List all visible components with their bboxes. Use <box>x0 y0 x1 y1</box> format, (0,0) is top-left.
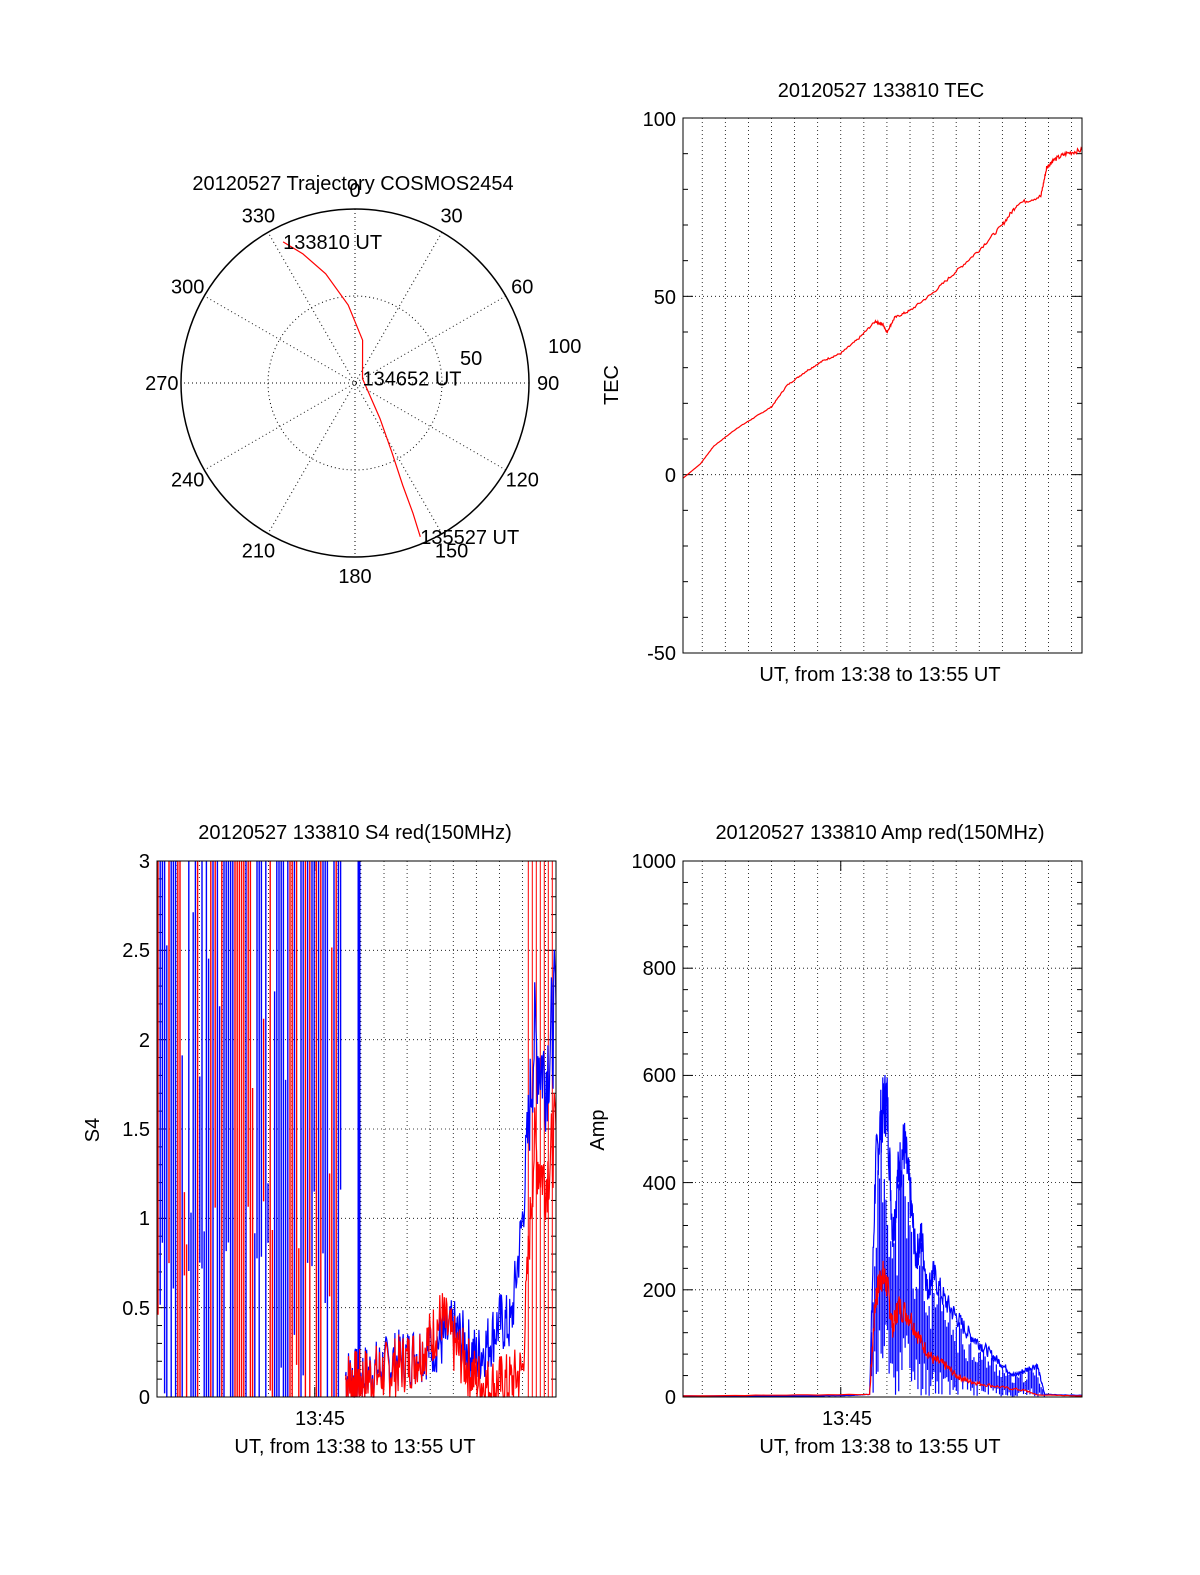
s4-xtick-label: 13:45 <box>295 1408 345 1430</box>
trajectory-line <box>282 241 421 537</box>
amp-ytick-label: 1000 <box>632 851 677 873</box>
amp-ytick-label: 400 <box>643 1173 676 1195</box>
tec-title: 20120527 133810 TEC <box>778 80 984 102</box>
tec-ytick-label: 0 <box>665 465 676 487</box>
polar-angle-label: 180 <box>338 566 371 588</box>
amp-ytick-label: 600 <box>643 1065 676 1087</box>
amp-title: 20120527 133810 Amp red(150MHz) <box>715 822 1044 844</box>
s4-title: 20120527 133810 S4 red(150MHz) <box>198 822 512 844</box>
polar-angle-label: 240 <box>171 470 204 492</box>
tec-series-line <box>682 146 1083 479</box>
trajectory-annotations: 133810 UT 134652 UT 135527 UT <box>283 232 519 549</box>
polar-angle-label: 270 <box>145 373 178 395</box>
tec-plot-frame <box>682 117 1083 654</box>
s4-ytick-label: 1 <box>139 1208 150 1230</box>
amp-ylabel: Amp <box>587 1109 609 1150</box>
amp-xlabel: UT, from 13:38 to 13:55 UT <box>759 1436 1000 1458</box>
polar-spokes <box>181 209 529 557</box>
trajectory-time-label: 133810 UT <box>283 232 382 254</box>
s4-ylabel: S4 <box>82 1118 104 1142</box>
tec-ytick-label: 100 <box>643 109 676 131</box>
s4-ytick-label: 0.5 <box>122 1298 150 1320</box>
tec-ylabel: TEC <box>601 365 623 405</box>
s4-noise-region <box>157 861 553 1397</box>
amp-series-blue-line <box>683 1074 1083 1397</box>
s4-ytick-label: 2 <box>139 1030 150 1052</box>
polar-angle-labels: 0 30 60 90 120 150 180 210 240 270 300 330 <box>145 180 559 588</box>
s4-xlabel: UT, from 13:38 to 13:55 UT <box>234 1436 475 1458</box>
s4-plot-frame <box>156 860 557 1398</box>
amp-dense-region <box>870 1124 1045 1397</box>
s4-ytick-label: 3 <box>139 851 150 873</box>
tec-ytick-label: -50 <box>647 643 676 665</box>
polar-angle-label: 90 <box>537 373 559 395</box>
polar-angle-label: 30 <box>440 206 462 228</box>
polar-angle-label: 120 <box>506 470 539 492</box>
tec-ticks <box>683 117 1082 654</box>
amp-grid <box>683 860 1082 1398</box>
s4-ytick-label: 0 <box>139 1387 150 1409</box>
trajectory-time-label: 134652 UT <box>363 369 462 391</box>
amp-plot-frame <box>682 860 1083 1398</box>
polar-angle-label: 300 <box>171 276 204 298</box>
s4-series-red-line <box>344 1093 557 1398</box>
amp-ytick-label: 800 <box>643 958 676 980</box>
polar-radius-label-50: 50 <box>460 348 482 370</box>
trajectory-time-label: 135527 UT <box>420 527 519 549</box>
s4-panel: 20120527 133810 S4 red(150MHz) 0 0.5 1 1… <box>82 822 557 1458</box>
amp-panel: 20120527 133810 Amp red(150MHz) 0 200 40… <box>587 822 1083 1458</box>
polar-angle-label: 150 <box>435 540 468 562</box>
trajectory-panel: 20120527 Trajectory COSMOS2454 0 30 60 90 12… <box>145 173 581 588</box>
tec-grid <box>683 117 1082 654</box>
tec-ytick-label: 50 <box>654 287 676 309</box>
trajectory-title: 20120527 Trajectory COSMOS2454 <box>192 173 513 195</box>
polar-angle-label: 0 <box>349 180 360 202</box>
polar-angle-label: 330 <box>242 206 275 228</box>
polar-angle-label: 60 <box>511 276 533 298</box>
polar-radius-label-100: 100 <box>548 336 581 358</box>
amp-ytick-label: 200 <box>643 1280 676 1302</box>
amp-series-red-line <box>682 1260 1082 1397</box>
amp-xtick-label: 13:45 <box>822 1408 872 1430</box>
amp-ytick-label: 0 <box>665 1387 676 1409</box>
s4-ytick-label: 1.5 <box>122 1119 150 1141</box>
polar-angle-label: 210 <box>242 540 275 562</box>
tec-xlabel: UT, from 13:38 to 13:55 UT <box>759 664 1000 686</box>
s4-ytick-label: 2.5 <box>122 940 150 962</box>
tec-panel: 20120527 133810 TEC -50 0 50 100 TEC UT,… <box>601 80 1083 686</box>
